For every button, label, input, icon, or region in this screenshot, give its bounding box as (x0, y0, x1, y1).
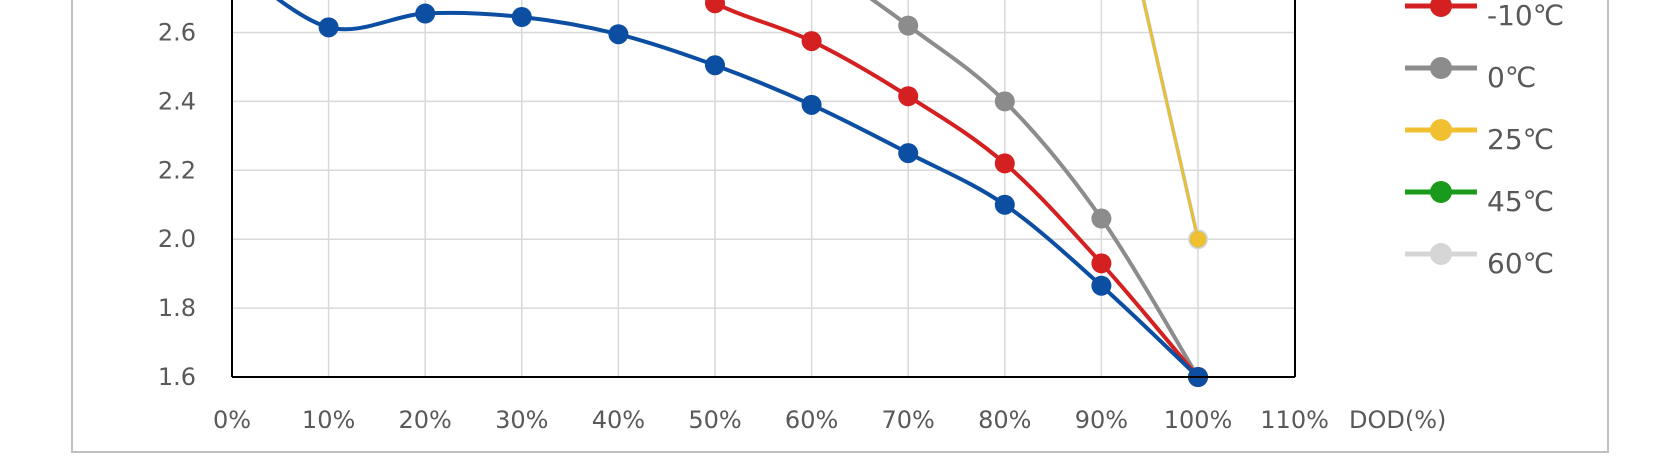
y-tick-label: 2.4 (158, 87, 196, 115)
series-line (869, 0, 1200, 379)
data-point (801, 31, 822, 52)
legend-label: -10℃ (1487, 0, 1564, 32)
data-point (511, 6, 532, 27)
legend-label: 60℃ (1487, 247, 1554, 280)
legend-marker (1430, 243, 1452, 265)
legend-item: -10℃ (1405, 0, 1564, 32)
y-tick-label: 2.0 (158, 225, 196, 253)
data-point (898, 143, 919, 164)
x-tick-label: 0% (213, 406, 251, 434)
x-tick-label: 70% (882, 406, 935, 434)
x-tick-label: 110% (1260, 406, 1329, 434)
series-25℃ (1142, 0, 1206, 248)
x-tick-label: 20% (399, 406, 452, 434)
legend-label: 25℃ (1487, 123, 1554, 156)
legend-label: 0℃ (1487, 61, 1536, 94)
data-point (994, 153, 1015, 174)
y-tick-label: 1.8 (158, 294, 196, 322)
legend-marker (1430, 0, 1452, 17)
data-point (1190, 231, 1206, 248)
x-tick-label: 40% (592, 406, 645, 434)
data-point (1091, 275, 1112, 296)
series-unnamed (275, 0, 1208, 387)
legend-item: 25℃ (1405, 119, 1554, 156)
data-point (994, 194, 1015, 215)
legend: -10℃ 0℃ 25℃ 45℃ 60℃ (1405, 0, 1564, 280)
legend-item: 45℃ (1405, 181, 1554, 218)
legend-item: 60℃ (1405, 243, 1554, 280)
data-point (994, 91, 1015, 112)
data-point (1091, 253, 1112, 274)
y-tick-label: 2.2 (158, 156, 196, 184)
x-tick-label: 60% (785, 406, 838, 434)
y-tick-label: 1.6 (158, 363, 196, 391)
x-tick-label: 10% (302, 406, 355, 434)
legend-item: 0℃ (1405, 57, 1536, 94)
x-tick-label: 30% (495, 406, 548, 434)
x-tick-label: 50% (688, 406, 741, 434)
x-axis-label: DOD(%) (1349, 406, 1446, 434)
legend-label: 45℃ (1487, 185, 1554, 218)
legend-marker (1430, 57, 1452, 79)
data-point (1091, 208, 1112, 229)
tick-labels: 0% 10% 20% 30% 40% 50% 60% 70% 80% 90% 100% 110% 1.6… (158, 19, 1329, 435)
data-point (318, 17, 339, 38)
data-point (898, 86, 919, 107)
data-point (608, 24, 629, 45)
x-tick-label: 100% (1164, 406, 1233, 434)
data-point (705, 0, 725, 14)
chart-frame (71, 0, 1609, 453)
x-tick-label: 80% (978, 406, 1031, 434)
axes (231, 0, 1296, 378)
data-point (898, 15, 919, 36)
data-point (415, 3, 436, 24)
data-point (801, 94, 822, 115)
x-tick-label: 90% (1075, 406, 1128, 434)
legend-marker (1430, 181, 1452, 203)
series-line (1142, 0, 1200, 240)
legend-marker (1430, 119, 1452, 141)
data-point (705, 55, 725, 76)
series-layer (275, 0, 1208, 387)
y-tick-label: 2.6 (158, 19, 196, 47)
